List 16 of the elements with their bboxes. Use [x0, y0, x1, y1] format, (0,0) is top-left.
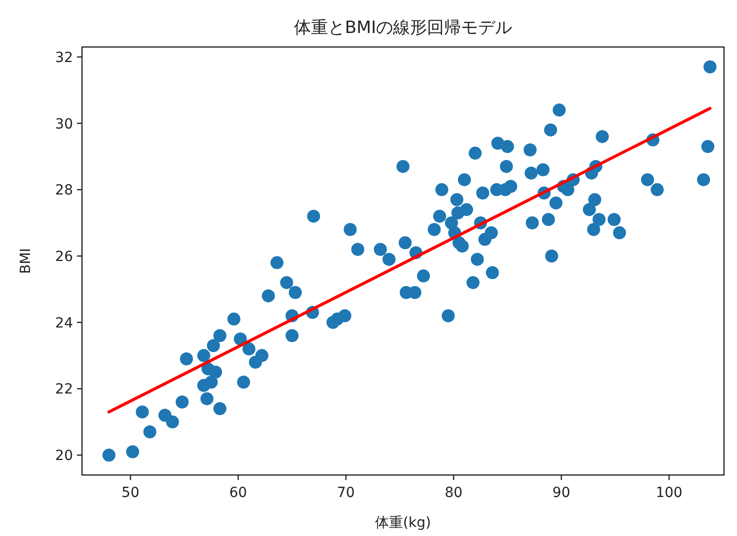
x-tick-label: 70 [336, 485, 355, 501]
x-axis-title: 体重(kg) [375, 515, 431, 531]
y-tick-label: 24 [55, 315, 74, 332]
y-tick-label: 20 [55, 448, 73, 464]
y-tick-label: 30 [55, 116, 73, 132]
y-tick-label: 26 [55, 249, 74, 266]
x-tick-label: 60 [229, 485, 248, 501]
chart-title: 体重とBMIの線形回帰モデル [294, 18, 512, 38]
y-tick-label: 32 [55, 50, 73, 66]
x-tick-label: 90 [552, 485, 570, 501]
y-axis-title: BMI [18, 248, 34, 274]
x-tick-label: 100 [656, 485, 682, 501]
x-tick-label: 50 [122, 485, 140, 501]
y-tick-label: 28 [55, 182, 73, 199]
x-tick-label: 80 [444, 485, 463, 501]
y-tick-label: 22 [55, 382, 73, 398]
